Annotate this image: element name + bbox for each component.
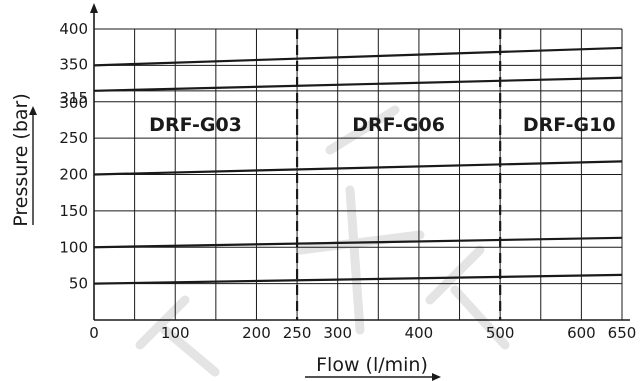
x-tick-label: 600 (567, 324, 596, 342)
zone-labels: DRF-G03 DRF-G06 DRF-G10 (149, 114, 615, 136)
zone-label: DRF-G03 (149, 114, 242, 136)
y-tick-label: 200 (59, 166, 88, 184)
x-tick-label: 650 (608, 324, 637, 342)
y-axis-arrow-icon (90, 3, 98, 13)
y-tick-label: 400 (59, 20, 88, 38)
y-axis-title: Pressure (bar) (10, 93, 32, 227)
x-axis-title-arrow-icon (432, 373, 441, 381)
x-tick-label: 500 (486, 324, 515, 342)
x-axis-title: Flow (l/min) (316, 354, 428, 376)
y-tick-label: 150 (59, 202, 88, 220)
x-tick-label: 100 (161, 324, 190, 342)
y-tick-label: 350 (59, 55, 88, 73)
x-tick-label: 200 (242, 324, 271, 342)
axes (90, 3, 630, 321)
y-tick-label: 100 (59, 238, 88, 256)
series-line (93, 76, 623, 92)
series-lines (93, 46, 623, 285)
series-line (93, 236, 623, 249)
x-tick-label: 400 (405, 324, 434, 342)
zone-label: DRF-G06 (352, 114, 445, 136)
series-line (93, 273, 623, 285)
y-tick-label: 300 (59, 94, 88, 112)
y-tick-label: 250 (59, 129, 88, 147)
series-line (93, 160, 623, 176)
y-tick-label: 315 (59, 89, 88, 107)
tick-labels: 0 100 200 250 300 400 500 600 650 50 100 150 200 250 3… (59, 20, 636, 342)
y-tick-label: 50 (69, 275, 88, 293)
y-axis-title-arrow-icon (29, 106, 37, 115)
x-tick-label: 250 (283, 324, 312, 342)
series-line (93, 46, 623, 67)
model-dividers (295, 29, 502, 320)
zone-label: DRF-G10 (523, 114, 616, 136)
x-tick-label: 300 (323, 324, 352, 342)
x-tick-label: 0 (89, 324, 99, 342)
